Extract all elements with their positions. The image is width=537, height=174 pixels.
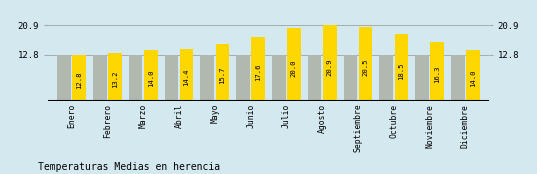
Bar <box>93 55 107 101</box>
Text: 16.3: 16.3 <box>434 66 440 83</box>
Text: 20.0: 20.0 <box>291 60 297 77</box>
Bar <box>466 50 480 101</box>
Bar <box>415 55 429 101</box>
Text: 18.5: 18.5 <box>398 62 404 80</box>
Bar <box>308 55 322 101</box>
Bar <box>165 55 178 101</box>
Bar <box>180 49 193 101</box>
Text: 12.8: 12.8 <box>76 71 82 89</box>
Bar <box>251 37 265 101</box>
Text: 20.5: 20.5 <box>362 59 368 76</box>
Text: 14.0: 14.0 <box>470 69 476 87</box>
Bar <box>287 29 301 101</box>
Text: 15.7: 15.7 <box>219 67 226 84</box>
Bar <box>430 42 444 101</box>
Bar <box>200 55 214 101</box>
Bar <box>144 50 157 101</box>
Text: 14.0: 14.0 <box>148 69 154 87</box>
Text: 20.9: 20.9 <box>326 58 333 76</box>
Bar <box>72 55 86 101</box>
Text: 13.2: 13.2 <box>112 71 118 88</box>
Bar <box>57 55 71 101</box>
Text: 14.4: 14.4 <box>184 69 190 86</box>
Bar <box>272 55 286 101</box>
Bar <box>323 25 337 101</box>
Text: Temperaturas Medias en herencia: Temperaturas Medias en herencia <box>38 162 220 172</box>
Text: 17.6: 17.6 <box>255 64 261 81</box>
Bar <box>129 55 142 101</box>
Bar <box>236 55 250 101</box>
Bar <box>451 55 465 101</box>
Bar <box>108 53 122 101</box>
Bar <box>359 27 372 101</box>
Bar <box>395 34 408 101</box>
Bar <box>380 55 393 101</box>
Bar <box>215 44 229 101</box>
Bar <box>344 55 357 101</box>
